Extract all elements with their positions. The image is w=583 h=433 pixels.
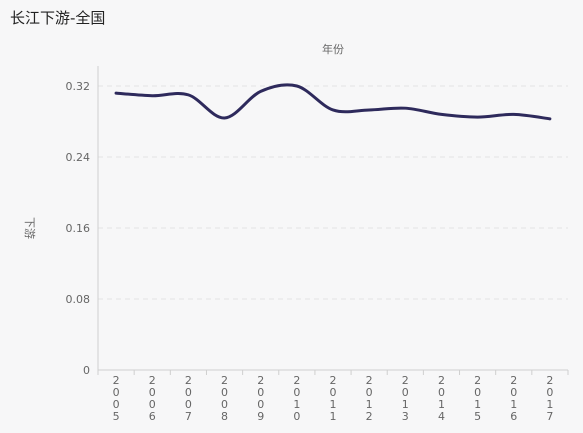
y-tick-label: 0.24 — [66, 151, 91, 164]
x-axis-title: 年份 — [322, 42, 344, 56]
y-tick-label: 0.16 — [66, 222, 91, 235]
grid-lines — [98, 85, 568, 300]
chart-title: 长江下游-全国 — [10, 9, 106, 27]
y-axis-title: 下游 — [23, 217, 36, 239]
series-line — [114, 83, 552, 121]
y-tick-labels: 0 0.08 0.16 0.24 0.32 — [66, 80, 91, 377]
x-tick-labels: 2 0 0 5 2 0 0 6 2 0 0 7 2 0 0 8 2 0 0 9 2 0 1 0 2 0 1 1 2 0 1 2 2 0 1 3 2 0 1 4… — [97, 370, 569, 423]
y-tick-label: 0.32 — [66, 80, 91, 93]
y-tick-label: 0 — [83, 364, 90, 377]
y-tick-label: 0.08 — [66, 293, 91, 306]
